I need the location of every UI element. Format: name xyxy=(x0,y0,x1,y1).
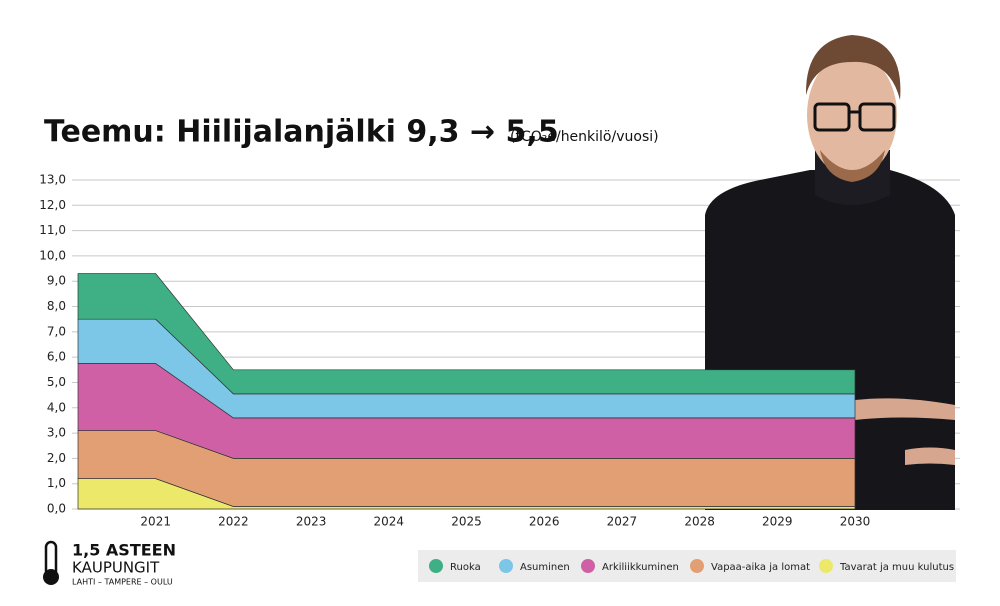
legend-swatch xyxy=(819,559,833,573)
legend-label: Ruoka xyxy=(450,562,481,573)
y-tick-label: 6,0 xyxy=(47,350,66,364)
y-tick-label: 2,0 xyxy=(47,451,66,465)
area xyxy=(77,273,856,395)
x-tick-label: 2027 xyxy=(607,515,638,529)
y-tick-label: 4,0 xyxy=(47,400,66,414)
logo-line: LAHTI – TAMPERE – OULU xyxy=(72,578,173,587)
x-tick-label: 2025 xyxy=(451,515,482,529)
legend-swatch xyxy=(429,559,443,573)
legend-label: Asuminen xyxy=(520,562,570,573)
logo-line: 1,5 ASTEEN xyxy=(72,541,176,560)
y-tick-label: 5,0 xyxy=(47,375,66,389)
y-tick-label: 10,0 xyxy=(39,248,66,262)
y-tick-label: 7,0 xyxy=(47,324,66,338)
legend-swatch xyxy=(499,559,513,573)
legend-label: Tavarat ja muu kulutus xyxy=(839,562,954,573)
legend-label: Vapaa-aika ja lomat xyxy=(711,562,810,573)
chart-title: Teemu: Hiilijalanjälki 9,3 → 5,5 xyxy=(44,115,559,150)
plot: 0,0 1,0 2,0 3,0 4,0 5,0 6,0 7,0 8,0 9,0 10,0 11,0 12… xyxy=(39,173,870,529)
legend-swatch xyxy=(581,559,595,573)
y-tick-label: 0,0 xyxy=(47,502,66,516)
legend-swatch xyxy=(690,559,704,573)
x-tick-label: 2021 xyxy=(140,515,171,529)
x-tick-label: 2026 xyxy=(529,515,560,529)
legend-items: Ruoka Asuminen Arkiliikkuminen Vapaa-aika j… xyxy=(429,559,954,573)
y-tick-label: 8,0 xyxy=(47,299,66,313)
y-tick-label: 9,0 xyxy=(47,274,66,288)
logo-line: KAUPUNGIT xyxy=(72,559,160,577)
x-tick-label: 2022 xyxy=(218,515,249,529)
chart-subtitle: (tCO₂e/henkilö/vuosi) xyxy=(510,129,659,145)
y-tick-label: 12,0 xyxy=(39,198,66,212)
x-tick-label: 2028 xyxy=(684,515,715,529)
y-tick-label: 13,0 xyxy=(39,173,66,187)
y-tick-label: 1,0 xyxy=(47,476,66,490)
x-tick-label: 2023 xyxy=(296,515,327,529)
x-tick-label: 2024 xyxy=(374,515,405,529)
logo: 1,5 ASTEEN KAUPUNGIT LAHTI – TAMPERE – O… xyxy=(43,541,176,587)
x-tick-label: 2029 xyxy=(762,515,793,529)
x-tick-label: 2030 xyxy=(840,515,871,529)
y-tick-label: 11,0 xyxy=(39,223,66,237)
y-tick-label: 3,0 xyxy=(47,426,66,440)
legend-label: Arkiliikkuminen xyxy=(602,562,679,573)
